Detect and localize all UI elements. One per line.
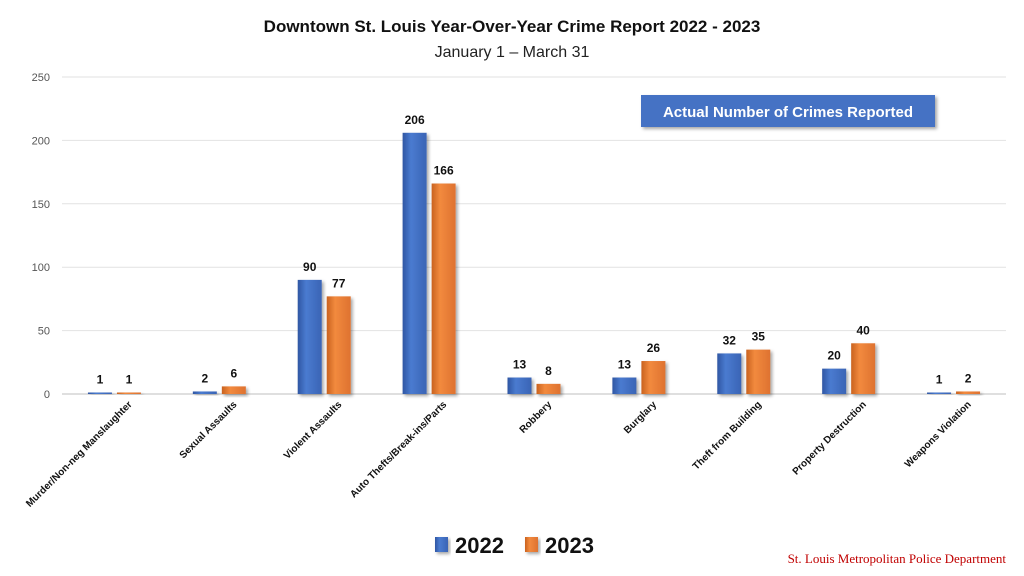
grid-lines [62,76,1006,395]
data-label-2022-5: 13 [618,358,632,372]
bar-2022-5 [612,377,637,394]
data-label-2023-1: 6 [230,366,237,380]
credit-text: St. Louis Metropolitan Police Department [788,551,1007,566]
bar-2022-1 [192,391,217,394]
data-label-2023-4: 8 [545,364,552,378]
data-label-2023-7: 40 [856,323,870,337]
bar-2023-2 [326,296,351,394]
x-tick-label: Weapons Violation [903,399,974,470]
x-tick-label: Burglary [622,399,659,436]
y-tick-label: 250 [32,72,50,84]
chart-title: Downtown St. Louis Year-Over-Year Crime … [264,17,761,36]
bars [87,132,981,395]
bar-2022-4 [507,377,532,394]
data-label-2023-8: 2 [965,371,972,385]
bar-2022-3 [402,132,427,395]
y-tick-label: 200 [32,135,50,147]
y-tick-label: 0 [44,389,50,401]
x-axis-ticks: Murder/Non-neg Manslaughter Sexual Assaul… [24,399,973,510]
data-label-2022-1: 2 [201,371,208,385]
data-label-2023-0: 1 [126,373,133,387]
x-tick-label: Sexual Assaults [178,399,240,461]
y-axis-ticks: 0 50 100 150 200 250 [32,72,50,401]
data-label-2023-6: 35 [752,330,766,344]
x-tick-label: Theft from Building [691,399,764,472]
x-tick-label: Robbery [518,399,555,436]
y-tick-label: 100 [32,262,50,274]
bar-2022-2 [297,279,322,394]
y-tick-label: 50 [38,326,50,338]
bar-2023-0 [116,392,141,394]
data-label-2022-8: 1 [936,373,943,387]
data-label-2022-4: 13 [513,358,527,372]
annotation-box [641,95,935,127]
data-label-2022-2: 90 [303,260,317,274]
data-label-2023-2: 77 [332,276,346,290]
x-tick-label: Violent Assaults [282,399,345,462]
y-tick-label: 150 [32,199,50,211]
annotation-text: Actual Number of Crimes Reported [663,104,913,121]
legend: 2022 2023 [435,533,594,558]
bar-2023-8 [956,391,981,394]
data-label-2022-0: 1 [97,373,104,387]
data-label-2022-7: 20 [827,349,841,363]
bar-2023-1 [221,386,246,394]
chart-subtitle: January 1 – March 31 [435,44,590,61]
x-tick-label: Murder/Non-neg Manslaughter [24,399,134,509]
legend-label-2022: 2022 [455,533,504,558]
bar-2022-6 [717,353,742,394]
bar-2022-8 [927,392,952,394]
legend-swatch-2022 [435,537,448,552]
data-label-2022-6: 32 [723,333,737,347]
data-label-2022-3: 206 [405,113,425,127]
bar-2023-5 [641,361,666,394]
bar-2022-7 [822,368,847,394]
legend-label-2023: 2023 [545,533,594,558]
bar-2023-3 [431,183,456,394]
legend-swatch-2023 [525,537,538,552]
bar-2023-6 [746,349,771,394]
bar-2022-0 [87,392,112,394]
x-tick-label: Auto Thefts/Break-ins/Parts [348,399,449,500]
bar-2023-4 [536,383,561,394]
x-tick-label: Property Destruction [791,399,869,477]
data-label-2023-5: 26 [647,341,661,355]
bar-2023-7 [851,343,876,394]
data-label-2023-3: 166 [434,164,454,178]
